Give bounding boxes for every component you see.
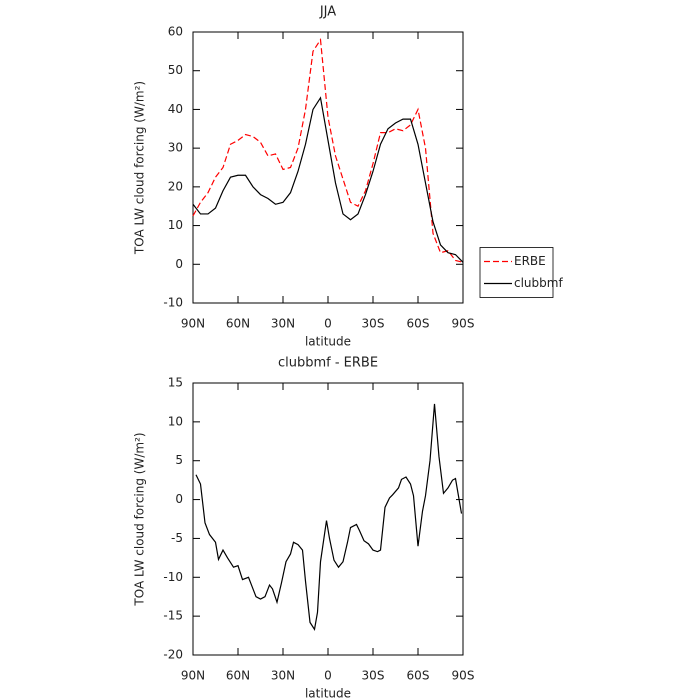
data-line [192, 96, 464, 263]
y-tick-label: 30 [168, 141, 183, 155]
x-tick-label: 0 [324, 669, 332, 683]
x-tick-label: 30S [362, 317, 385, 331]
y-tick-label: 15 [168, 376, 183, 390]
x-tick-label: 30S [362, 669, 385, 683]
y-tick-label: -20 [163, 648, 183, 662]
legend-label: ERBE [514, 254, 546, 268]
x-tick-label: 30N [271, 317, 295, 331]
x-axis-label: latitude [305, 335, 351, 349]
legend-box [479, 247, 554, 298]
data-line [192, 37, 464, 263]
chart-title: clubbmf - ERBE [278, 356, 378, 371]
y-axis-label: TOA LW cloud forcing (W/m²) [133, 432, 147, 606]
x-tick-label: 90S [452, 317, 475, 331]
y-tick-label: 0 [175, 492, 183, 506]
y-tick-label: 20 [168, 179, 183, 193]
x-axis-label: latitude [305, 687, 351, 700]
chart-title: JJA [319, 5, 336, 20]
x-tick-label: 0 [324, 317, 332, 331]
x-tick-label: 90S [452, 669, 475, 683]
plot-frame [192, 382, 464, 656]
data-line [195, 403, 463, 631]
y-tick-label: 5 [175, 453, 183, 467]
x-tick-label: 90N [181, 669, 205, 683]
y-tick-label: 0 [175, 257, 183, 271]
y-tick-label: -15 [163, 609, 183, 623]
y-tick-label: 50 [168, 63, 183, 77]
x-tick-label: 60N [226, 317, 250, 331]
x-tick-label: 30N [271, 669, 295, 683]
y-tick-label: 40 [168, 102, 183, 116]
y-tick-label: -10 [163, 570, 183, 584]
y-tick-label: -10 [163, 296, 183, 310]
y-axis-label: TOA LW cloud forcing (W/m²) [133, 81, 147, 255]
x-tick-label: 60N [226, 669, 250, 683]
legend-label: clubbmf [514, 276, 563, 290]
x-tick-label: 60S [407, 317, 430, 331]
y-tick-label: -5 [171, 531, 183, 545]
x-tick-label: 90N [181, 317, 205, 331]
y-tick-label: 60 [168, 25, 183, 39]
y-tick-label: 10 [168, 414, 183, 428]
x-tick-label: 60S [407, 669, 430, 683]
y-tick-label: 10 [168, 218, 183, 232]
